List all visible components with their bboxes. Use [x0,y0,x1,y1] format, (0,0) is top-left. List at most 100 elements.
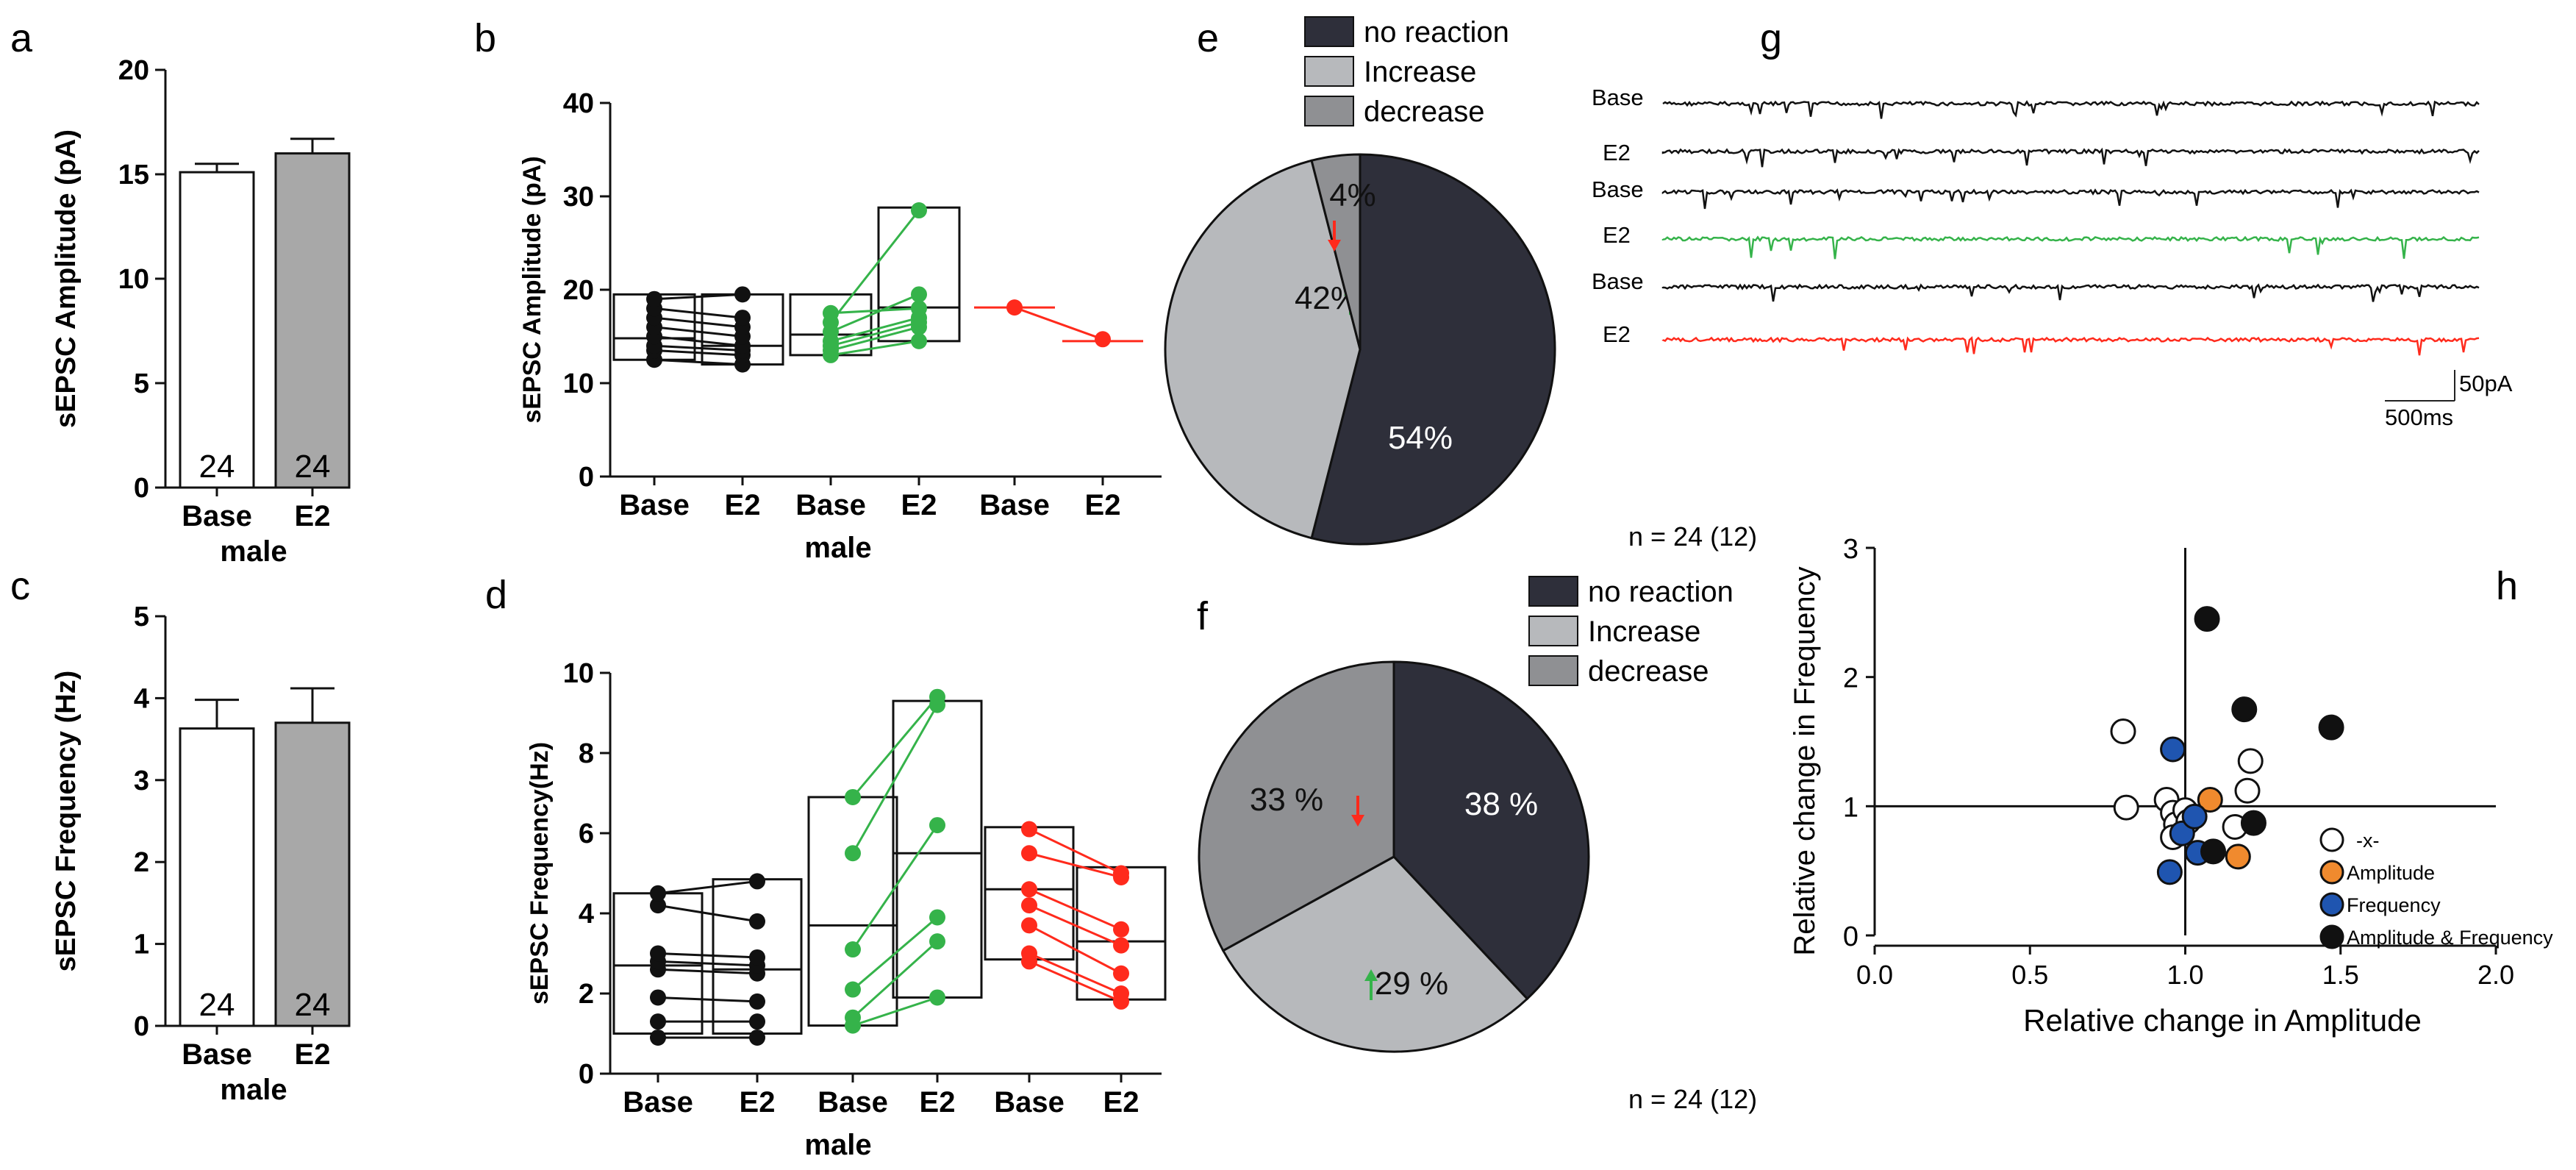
decrease-arrow-e-head [1328,240,1341,252]
pie-slice-f [1392,660,1590,1001]
pie-value-label-f: 38 % [1464,786,1538,822]
increase-arrow-f-head [1364,969,1378,981]
y-tick-label-d: 10 [563,658,594,689]
pair-line-d [852,916,938,991]
pair-line-d [1028,852,1122,879]
pair-line-d [657,880,758,895]
panel-letter-c: c [10,564,30,608]
pair-line-d [851,941,939,1019]
scatter-point-none [2113,794,2139,821]
trace-6 [1661,336,2480,356]
pair-line-b [654,335,743,347]
legend-swatch-f [1528,576,1578,607]
point-e2-b [1095,331,1111,348]
y-axis-label-a: sEPSC Amplitude (pA) [51,129,82,428]
point-base-d [650,945,666,962]
point-base-d [845,941,861,958]
y-tick-label-a: 10 [118,264,149,295]
point-base-d [845,788,861,805]
point-e2-b [911,332,927,349]
x-tick-label-b: E2 [1085,489,1121,521]
trace-label-4: E2 [1603,222,1631,248]
scalebar-x-label: 500ms [2385,404,2453,430]
pair-line-b [830,321,920,347]
trace-1 [1662,100,2480,119]
trace-5 [1661,283,2480,302]
scatter-point-both [2231,696,2258,723]
y-tick-label-a: 20 [118,55,149,86]
pie-slice-e [1310,153,1556,546]
x-tick-label-h: 0.0 [1856,960,1893,990]
scatter-point-none [2237,748,2264,774]
y-tick-label-c: 2 [134,847,149,878]
pair-line-b [830,316,920,343]
point-e2-d [929,933,945,950]
y-tick-label-b: 40 [563,88,594,119]
legend-swatch-e [1304,56,1354,87]
pair-line-d [1028,960,1122,1003]
legend-label-e: Increase [1364,56,1476,88]
point-e2-d [749,1013,765,1030]
panel-letter-h: h [2496,564,2518,608]
legend-label-f: no reaction [1588,576,1734,608]
pair-line-b [830,340,920,357]
x-tick-label-h: 1.5 [2322,960,2359,990]
y-tick-label-d: 6 [579,818,594,849]
scatter-point-freq [2181,803,2208,830]
x-tick-label-b: Base [619,489,690,521]
point-base-d [1021,881,1037,898]
pair-line-d [1028,888,1122,931]
y-tick-label-b: 0 [579,462,594,493]
pair-line-d [657,960,758,967]
legend-marker-h [2319,892,2344,917]
point-base-d [1021,897,1037,914]
trace-label-6: E2 [1603,321,1631,347]
x-tick-label-d: E2 [920,1086,956,1119]
pair-line-b [654,307,743,319]
x-tick-label-b: E2 [725,489,761,521]
legend-marker-h [2319,860,2344,885]
y-axis-label-h: Relative change in Frequency [1789,566,1821,955]
x-axis-label-h: Relative change in Amplitude [2023,1003,2422,1038]
point-base-d [650,897,666,914]
panel-letter-b: b [474,16,496,60]
legend-label-h: -x- [2356,830,2379,852]
pair-line-d [657,904,758,923]
x-tick-label-a: Base [182,500,252,532]
scatter-point-freq [2156,859,2183,885]
y-tick-label-b: 10 [563,368,594,399]
point-base-d [845,845,861,862]
legend-swatch-e [1304,96,1354,126]
point-e2-d [1113,865,1129,882]
scatter-point-none [2110,718,2136,744]
pair-line-b [829,210,920,324]
y-tick-label-h: 3 [1843,534,1858,565]
pair-line-d [657,952,758,959]
x-tick-label-d: Base [994,1086,1065,1119]
point-base-d [1021,845,1037,862]
legend-label-h: Amplitude & Frequency [2347,927,2553,949]
x-axis-label-b: male [804,532,871,564]
point-e2-d [1113,937,1129,954]
y-tick-label-c: 5 [134,602,149,632]
point-e2-d [749,873,765,890]
legend-marker-h [2319,827,2344,852]
pair-line-d [852,996,938,1027]
legend-label-f: decrease [1588,655,1709,688]
pair-line-b [654,358,743,366]
legend-swatch-f [1528,655,1578,686]
point-e2-b [911,300,927,317]
y-tick-label-a: 15 [118,160,149,190]
pie-value-label-e: 4% [1329,177,1376,213]
y-tick-label-c: 3 [134,766,149,796]
bar-c [179,727,255,1027]
point-base-d [650,1029,666,1046]
point-base-d [1021,917,1037,934]
y-tick-label-d: 0 [579,1059,594,1090]
y-tick-label-c: 4 [134,683,149,714]
scatter-point-none [2234,777,2261,804]
x-tick-label-h: 0.5 [2011,960,2048,990]
point-base-d [650,1013,666,1030]
pair-line-d [851,696,939,798]
